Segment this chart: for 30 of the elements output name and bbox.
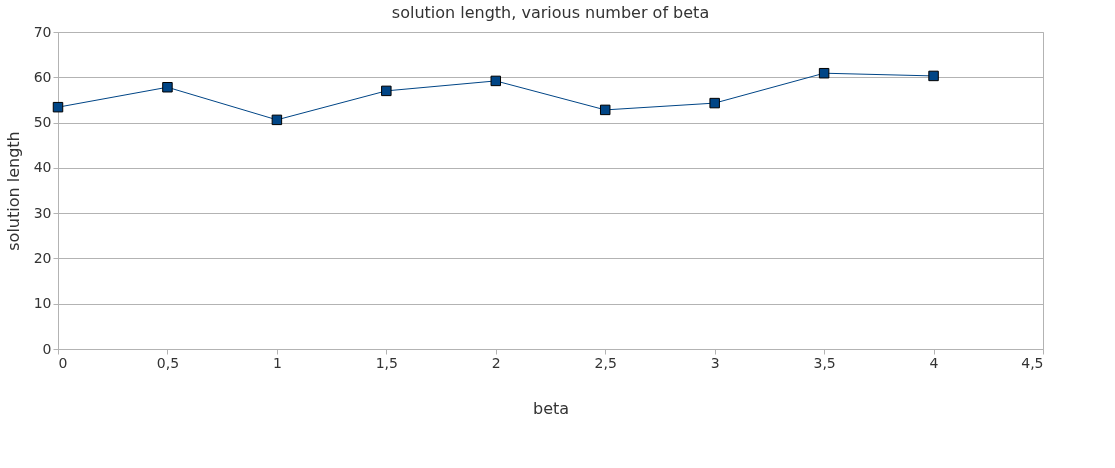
y-axis-title: solution length bbox=[3, 131, 23, 251]
point bbox=[52, 101, 64, 113]
y-tick-label: 50 bbox=[33, 114, 52, 131]
point bbox=[709, 97, 720, 109]
x-tick-label: 1,5 bbox=[375, 354, 398, 371]
y-tick-label: 40 bbox=[33, 159, 52, 176]
point bbox=[490, 75, 502, 87]
x-tick-label: 0 bbox=[58, 354, 68, 371]
x-tick-label: 3 bbox=[710, 354, 720, 371]
x-tick-label: 3,5 bbox=[813, 354, 836, 371]
point bbox=[599, 104, 611, 116]
y-tick-label: 60 bbox=[33, 68, 52, 85]
y-tick-label: 70 bbox=[33, 23, 52, 40]
point bbox=[818, 67, 830, 79]
x-tick-label: 2 bbox=[491, 354, 501, 371]
y-tick-label: 20 bbox=[33, 249, 52, 266]
x-tick-label: 0,5 bbox=[156, 354, 180, 371]
x-axis-title: beta bbox=[532, 398, 570, 418]
x-tick-label: 1 bbox=[272, 354, 282, 371]
x-tick-label: 4 bbox=[929, 354, 939, 371]
point bbox=[928, 70, 939, 82]
point bbox=[162, 82, 173, 93]
x-tick-label: 2,5 bbox=[594, 354, 617, 371]
point bbox=[381, 85, 392, 97]
y-tick-label: 0 bbox=[42, 340, 52, 357]
y-tick-label: 30 bbox=[33, 204, 52, 221]
x-tick-label: 4,5 bbox=[1021, 354, 1044, 371]
chart-title: solution length, various number of beta bbox=[391, 3, 710, 22]
y-tick-label: 10 bbox=[33, 295, 52, 312]
point bbox=[271, 114, 283, 126]
